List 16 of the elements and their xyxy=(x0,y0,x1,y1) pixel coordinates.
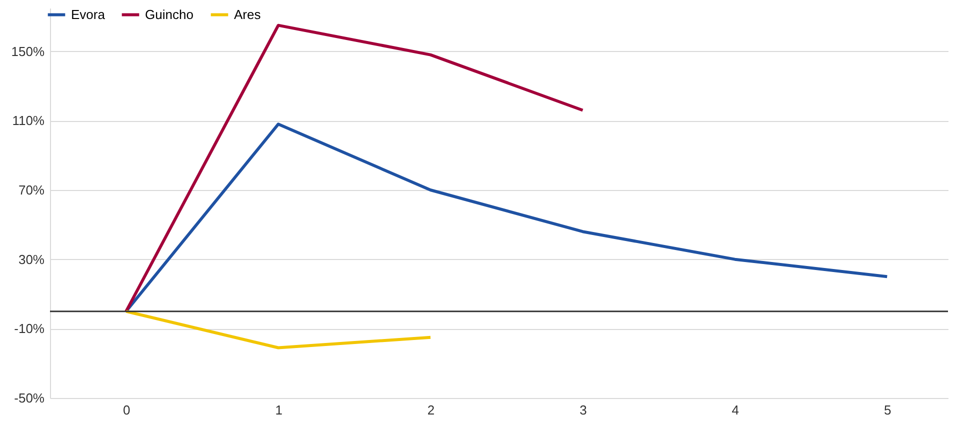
y-tick-label: 150% xyxy=(11,44,45,59)
line-series xyxy=(124,24,584,313)
y-tick-label: -10% xyxy=(14,321,45,336)
y-tick-label: 70% xyxy=(18,182,45,198)
y-tick-label: 30% xyxy=(18,252,45,267)
x-tick-label: 1 xyxy=(275,402,282,418)
y-tick-label: -50% xyxy=(14,390,45,406)
x-tick-label: 0 xyxy=(122,402,130,418)
x-tick-label: 2 xyxy=(427,402,435,418)
y-tick-label: 110% xyxy=(12,113,45,128)
x-tick-label: 4 xyxy=(732,402,740,418)
legend-label: Evora xyxy=(71,6,106,22)
x-tick-label: 5 xyxy=(884,402,892,418)
legend-label: Guincho xyxy=(145,6,194,22)
legend-label: Ares xyxy=(234,6,262,22)
x-tick-label: 3 xyxy=(580,402,587,418)
